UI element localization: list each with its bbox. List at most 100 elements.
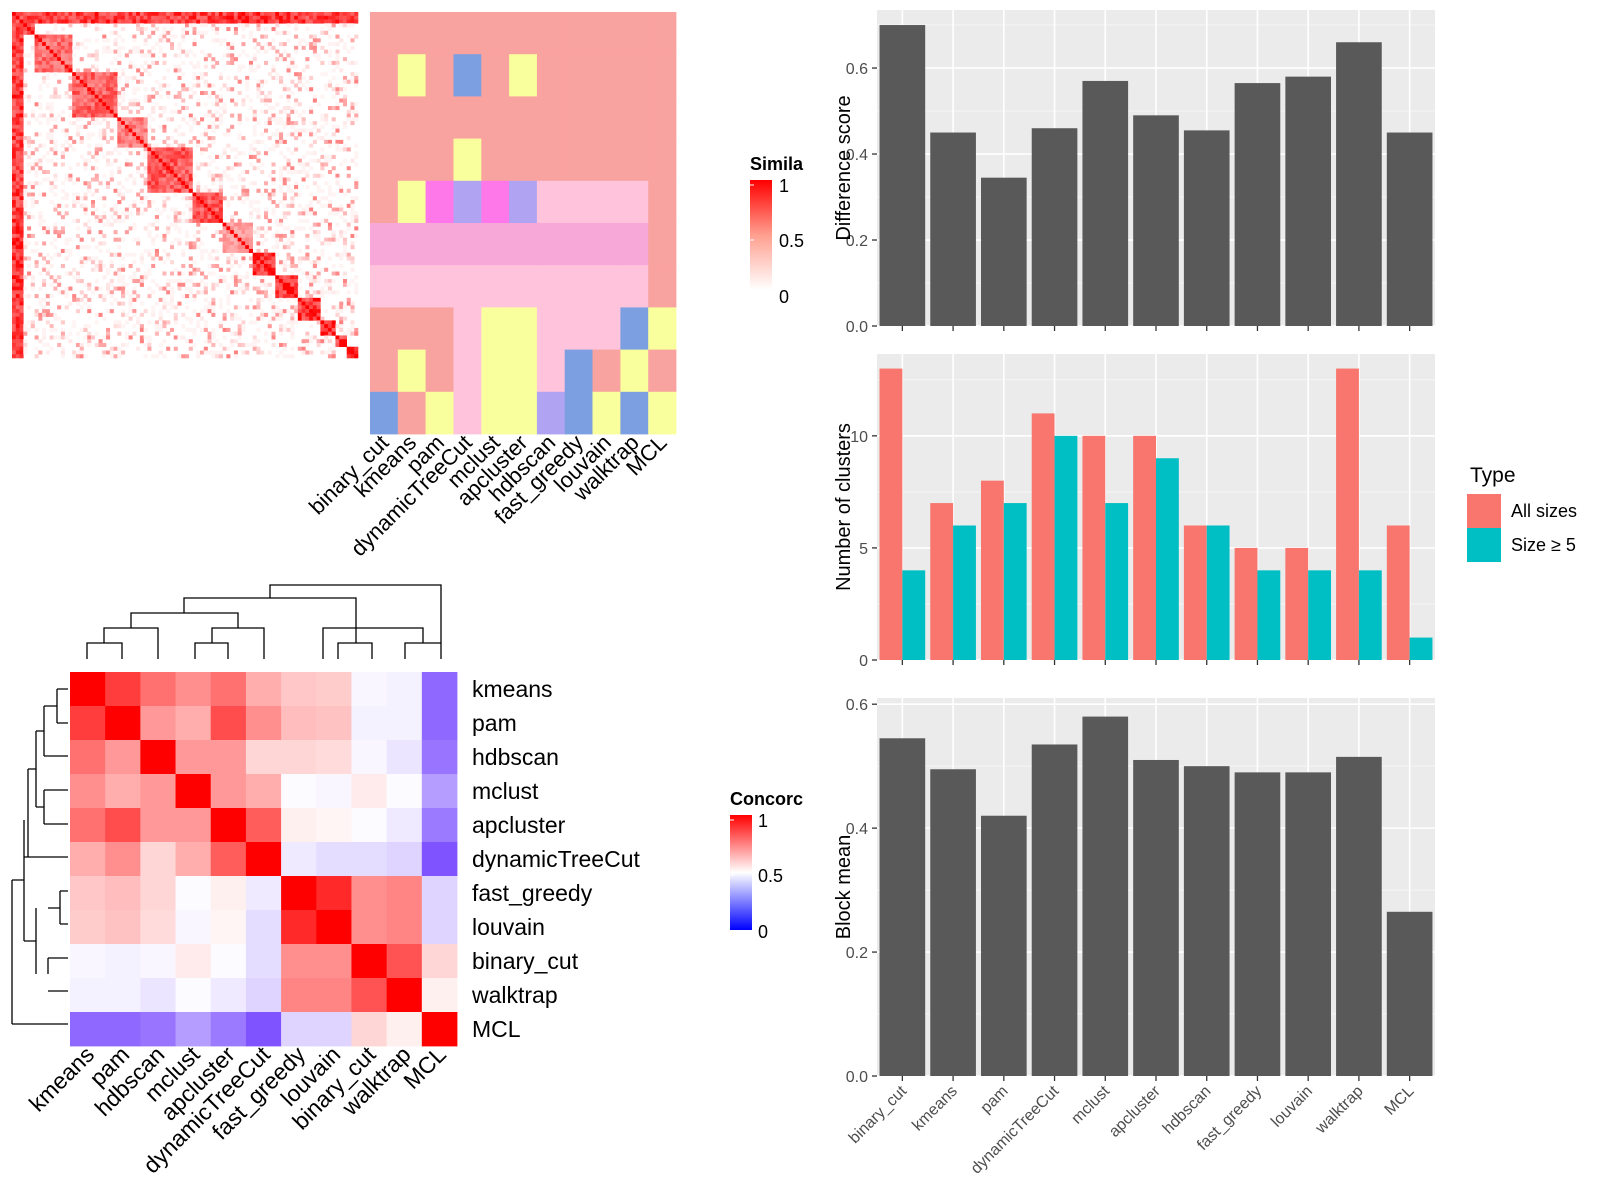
similarity-cell	[49, 113, 54, 118]
similarity-cell	[151, 305, 156, 310]
similarity-cell	[177, 154, 182, 159]
similarity-cell	[256, 15, 261, 20]
similarity-cell	[124, 106, 129, 111]
similarity-cell	[15, 275, 20, 280]
y-tick-label: 0	[859, 653, 868, 670]
similarity-cell	[196, 218, 201, 223]
similarity-cell	[188, 245, 193, 250]
similarity-cell	[19, 237, 24, 242]
cluster-assignment-cell	[536, 180, 566, 224]
similarity-cell	[256, 121, 261, 126]
similarity-cell	[87, 256, 92, 261]
similarity-cell	[49, 49, 54, 54]
similarity-cell	[309, 275, 314, 280]
similarity-cell	[200, 23, 205, 28]
similarity-cell	[19, 38, 24, 43]
similarity-cell	[181, 211, 186, 216]
similarity-cell	[342, 241, 348, 246]
similarity-cell	[83, 98, 88, 103]
similarity-cell	[94, 49, 99, 54]
similarity-cell	[19, 316, 24, 321]
similarity-cell	[331, 331, 336, 336]
similarity-cell	[102, 335, 107, 340]
similarity-cell	[42, 335, 47, 340]
similarity-cell	[309, 12, 314, 17]
similarity-cell	[331, 271, 336, 276]
similarity-cell	[83, 19, 88, 24]
similarity-cell	[94, 158, 99, 163]
similarity-cell	[158, 34, 163, 39]
similarity-cell	[75, 301, 80, 306]
similarity-cell	[331, 42, 336, 47]
similarity-cell	[121, 68, 126, 73]
similarity-cell	[30, 215, 35, 220]
similarity-cell	[301, 75, 306, 80]
concordance-cell	[351, 808, 388, 843]
similarity-cell	[75, 109, 80, 114]
similarity-cell	[72, 94, 77, 99]
similarity-cell	[275, 72, 280, 77]
similarity-cell	[309, 339, 314, 344]
similarity-cell	[188, 173, 193, 178]
similarity-cell	[312, 230, 317, 235]
similarity-cell	[15, 173, 20, 178]
similarity-cell	[196, 162, 201, 167]
similarity-cell	[72, 320, 77, 325]
similarity-cell	[27, 143, 32, 148]
similarity-cell	[211, 102, 216, 107]
similarity-cell	[207, 162, 212, 167]
similarity-cell	[64, 177, 69, 182]
similarity-cell	[15, 207, 20, 212]
similarity-cell	[136, 151, 141, 156]
similarity-cell	[151, 53, 156, 58]
similarity-cell	[169, 42, 175, 47]
similarity-cell	[188, 271, 193, 276]
similarity-cell	[230, 230, 235, 235]
similarity-cell	[215, 15, 220, 20]
similarity-cell	[324, 117, 329, 122]
similarity-cell	[109, 173, 114, 178]
similarity-cell	[203, 309, 208, 314]
similarity-cell	[106, 87, 111, 92]
similarity-cell	[327, 346, 332, 351]
similarity-cell	[94, 72, 99, 77]
similarity-cell	[233, 222, 238, 227]
similarity-cell	[90, 154, 96, 159]
bar	[1082, 80, 1129, 326]
similarity-cell	[12, 166, 17, 171]
similarity-cell	[60, 117, 65, 122]
similarity-cell	[45, 57, 50, 62]
similarity-cell	[151, 45, 156, 50]
cluster-assignment-cell	[592, 349, 621, 393]
similarity-cell	[102, 173, 107, 178]
similarity-cell	[23, 136, 28, 141]
similarity-cell	[139, 106, 144, 111]
similarity-cell	[279, 218, 284, 223]
similarity-cell	[143, 117, 148, 122]
similarity-cell	[154, 320, 159, 325]
similarity-cell	[151, 177, 156, 182]
similarity-cell	[15, 83, 20, 88]
similarity-cell	[139, 53, 144, 58]
similarity-cell	[327, 158, 332, 163]
similarity-cell	[327, 226, 332, 231]
similarity-cell	[185, 151, 190, 156]
similarity-cell	[19, 57, 24, 62]
similarity-cell	[106, 121, 111, 126]
similarity-cell	[102, 19, 107, 24]
concordance-cell	[175, 978, 212, 1013]
similarity-cell	[60, 335, 65, 340]
similarity-cell	[15, 248, 20, 253]
similarity-cell	[117, 139, 122, 144]
similarity-cell	[237, 53, 242, 58]
similarity-cell	[215, 207, 220, 212]
similarity-cell	[49, 106, 54, 111]
bar-size-ge-5	[1003, 503, 1027, 660]
similarity-cell	[271, 38, 276, 43]
similarity-cell	[30, 23, 35, 28]
similarity-cell	[136, 121, 141, 126]
similarity-cell	[226, 267, 231, 272]
similarity-cell	[169, 15, 175, 20]
similarity-cell	[87, 113, 92, 118]
concordance-cell	[105, 978, 141, 1013]
